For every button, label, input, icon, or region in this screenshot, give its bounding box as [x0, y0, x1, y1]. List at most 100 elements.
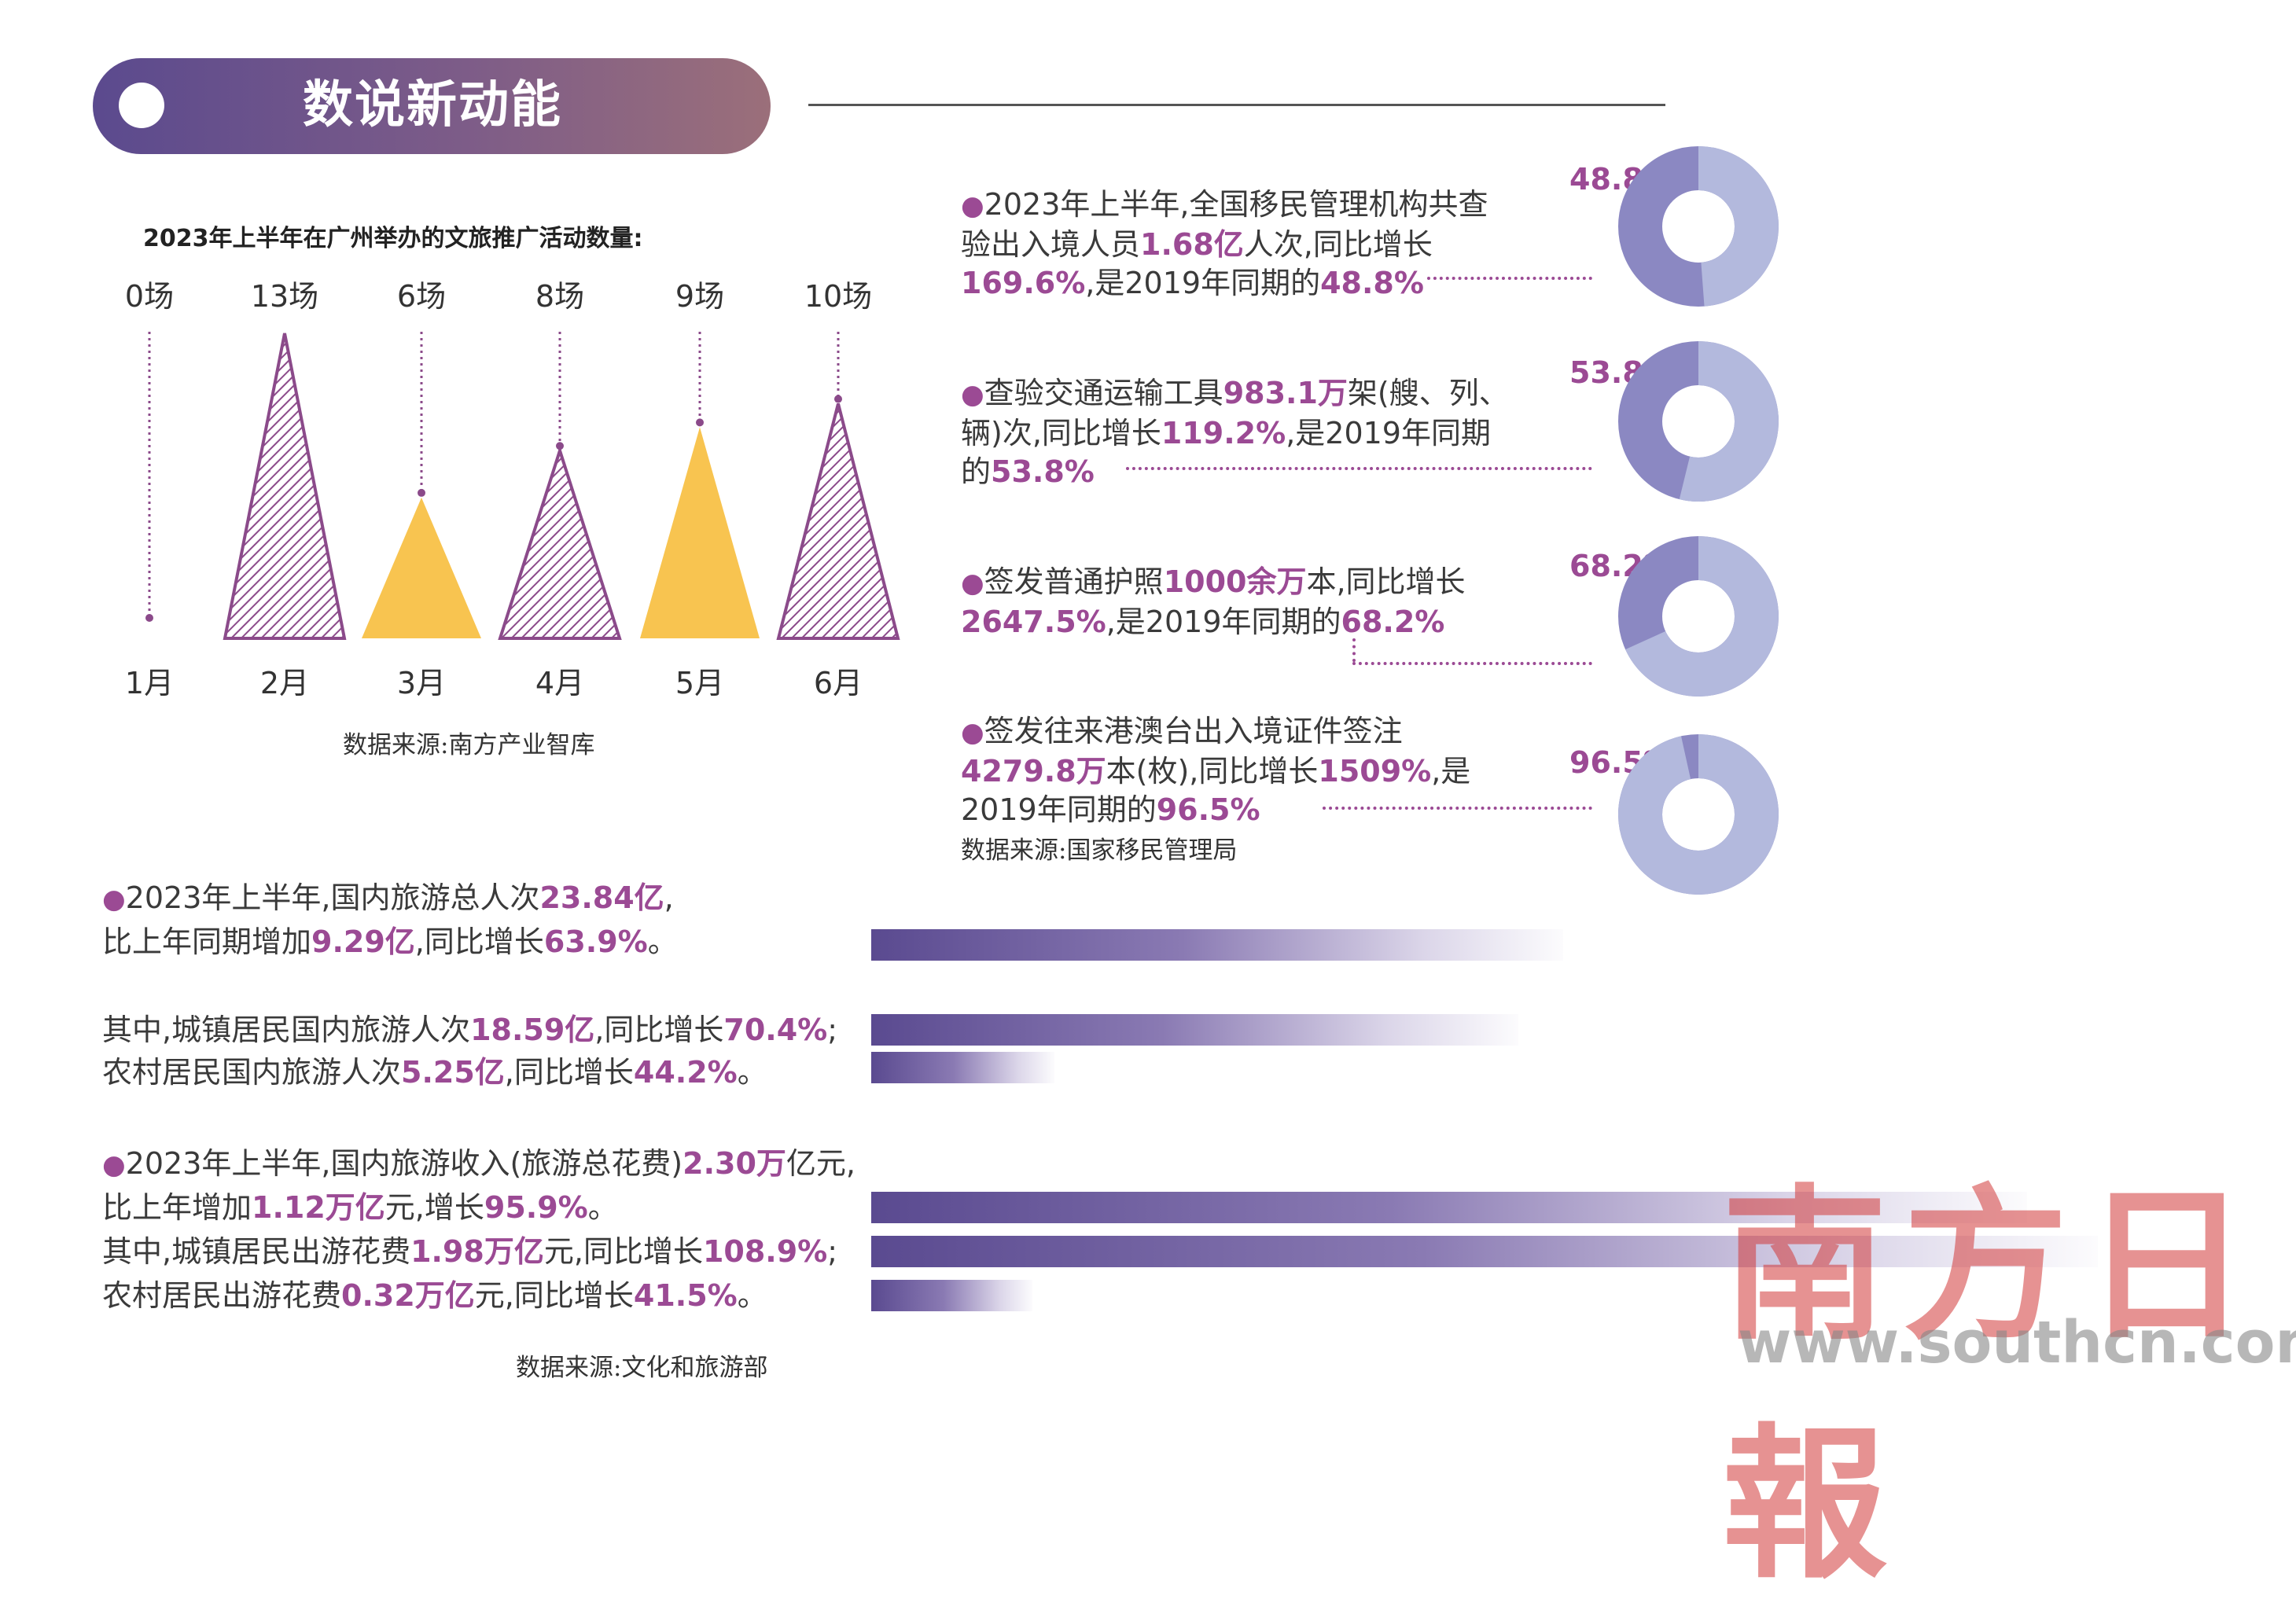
leader-line [1352, 662, 1592, 665]
stat-text: 2023年上半年,全国移民管理机构共查验出入境人员 [961, 187, 1488, 262]
text: 元,同比增长 [474, 1278, 634, 1313]
category-label: 3月 [397, 666, 446, 700]
value-label: 13场 [251, 279, 318, 314]
triangle-bar [640, 427, 760, 638]
stat-block-3: ●签发普通护照1000余万本,同比增长 2647.5%,是2019年同期的68.2… [961, 563, 1511, 641]
value: 63.9% [543, 924, 648, 959]
stat-value: 169.6% [961, 266, 1086, 300]
stat-text: 签发往来港澳台出入境证件签注 [984, 714, 1403, 748]
text: 。 [737, 1055, 767, 1090]
header-banner [93, 58, 771, 154]
leader-dot [834, 395, 842, 403]
value-label: 0场 [125, 279, 174, 314]
donut-segment [1618, 341, 1779, 502]
stat-text: 人次,同比增长 [1243, 227, 1433, 262]
text: ,同比增长 [594, 1013, 724, 1047]
text: ,同比增长 [504, 1055, 634, 1090]
text: 。 [647, 924, 678, 959]
stat-text: ,是2019年同期的 [1106, 605, 1341, 639]
bar-urban-spend [871, 1236, 2098, 1267]
page-title: 数说新动能 [303, 76, 562, 134]
bar-total-trips [871, 929, 1563, 961]
tourism-line-4: 农村居民国内旅游人次5.25亿,同比增长44.2%。 [102, 1050, 767, 1094]
stat-block-4: ●签发往来港澳台出入境证件签注 4279.8万本(枚),同比增长1509%,是20… [961, 712, 1511, 829]
text: 2023年上半年,国内旅游收入(旅游总花费) [125, 1146, 683, 1181]
tourism-source: 数据来源:文化和旅游部 [516, 1354, 768, 1382]
stat-value: 1000余万 [1163, 564, 1307, 599]
leader-dot [145, 614, 153, 622]
text: 元,增长 [385, 1190, 484, 1225]
value-label: 9场 [675, 279, 724, 314]
bar-total-spend [871, 1192, 2027, 1223]
stat-text: ,是2019年同期的 [1085, 266, 1321, 300]
stat-value: 96.5% [1156, 792, 1260, 827]
tourism-line-2: 比上年同期增加9.29亿,同比增长63.9%。 [102, 920, 678, 964]
text: ; [827, 1013, 838, 1047]
banner-circle-icon [119, 83, 164, 128]
leader-line [1427, 277, 1592, 280]
leader-line [1323, 807, 1592, 810]
stat-value: 48.8% [1320, 266, 1424, 300]
stat-text: 本,同比增长 [1306, 564, 1466, 599]
bullet-icon: ● [961, 568, 984, 599]
text: 比上年同期增加 [102, 924, 312, 959]
text: 元,同比增长 [543, 1234, 703, 1269]
tourism-line-5: ●2023年上半年,国内旅游收入(旅游总花费)2.30万亿元, [102, 1141, 855, 1187]
stat-block-1: ●2023年上半年,全国移民管理机构共查验出入境人员1.68亿人次,同比增长 16… [961, 186, 1511, 303]
value: 0.32万亿 [341, 1278, 475, 1313]
value: 41.5% [633, 1278, 738, 1313]
text: 亿元, [786, 1146, 855, 1181]
stat-block-2: ●查验交通运输工具983.1万架(艘、列、辆)次,同比增长119.2%,是201… [961, 374, 1511, 491]
site-url-watermark: www.southcn.com [1738, 1309, 2296, 1377]
category-label: 6月 [814, 666, 863, 700]
value: 9.29亿 [311, 924, 415, 959]
stat-text: ,是2019年同期的 [961, 416, 1491, 489]
leader-dot [418, 488, 425, 497]
stat-text: 本(枚),同比增长 [1106, 754, 1319, 788]
stat-text: ,是2019年同期的 [961, 754, 1471, 827]
text: ; [827, 1234, 838, 1269]
stat-value: 4279.8万 [961, 754, 1106, 788]
tourism-line-6: 比上年增加1.12万亿元,增长95.9%。 [102, 1185, 618, 1230]
stat-text: 架(艘、列、辆)次,同比增长 [961, 376, 1509, 450]
stat-value: 1.68亿 [1140, 227, 1244, 262]
bullet-icon: ● [102, 884, 126, 915]
bar-rural-trips [871, 1052, 1054, 1083]
value: 1.98万亿 [410, 1234, 544, 1269]
value-label: 8场 [535, 279, 584, 314]
leader-dot [556, 442, 564, 450]
tourism-line-1: ●2023年上半年,国内旅游总人次23.84亿, [102, 876, 674, 921]
leader-line [1352, 638, 1356, 662]
text: 2023年上半年,国内旅游总人次 [125, 880, 540, 915]
value-label: 6场 [397, 279, 446, 314]
value: 23.84亿 [539, 880, 664, 915]
text: 。 [587, 1190, 618, 1225]
value: 70.4% [723, 1013, 828, 1047]
stat-text: 查验交通运输工具 [984, 376, 1223, 410]
text: 比上年增加 [102, 1190, 252, 1225]
bar-urban-trips [871, 1014, 1519, 1046]
text: 农村居民国内旅游人次 [102, 1055, 402, 1090]
chart-title: 2023年上半年在广州举办的文旅推广活动数量: [143, 225, 643, 252]
value: 18.59亿 [470, 1013, 595, 1047]
activity-chart: 0场 1月 13场 2月 6场 3月 8场 4月 9场 5月 10场 6月 [125, 279, 900, 700]
category-label: 4月 [535, 666, 584, 700]
stat-value: 2647.5% [961, 605, 1106, 639]
bullet-icon: ● [102, 1149, 126, 1181]
value: 95.9% [484, 1190, 588, 1225]
header-rule [808, 104, 1665, 106]
bullet-icon: ● [961, 717, 984, 748]
category-label: 5月 [675, 666, 724, 700]
stat-value: 983.1万 [1223, 376, 1348, 410]
triangle-bar [498, 445, 622, 640]
stat-value: 68.2% [1341, 605, 1445, 639]
value: 2.30万 [683, 1146, 786, 1181]
text: 其中,城镇居民出游花费 [102, 1234, 411, 1269]
category-label: 2月 [260, 666, 309, 700]
value: 108.9% [702, 1234, 828, 1269]
value: 5.25亿 [401, 1055, 505, 1090]
category-label: 1月 [125, 666, 174, 700]
value-label: 10场 [804, 279, 872, 314]
stat-value: 119.2% [1161, 416, 1286, 450]
leader-line [1126, 467, 1592, 470]
